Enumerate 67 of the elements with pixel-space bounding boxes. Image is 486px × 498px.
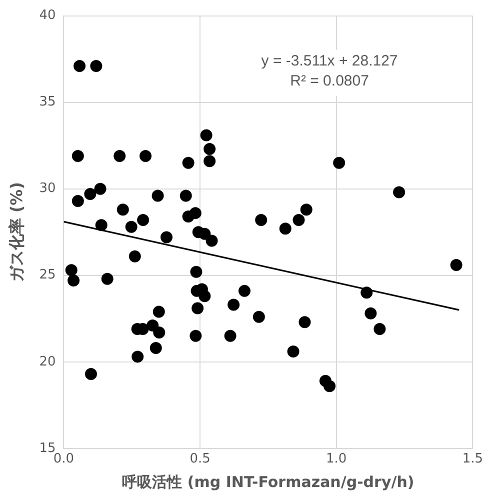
x-tick-label: 1.5 (462, 452, 484, 467)
point (95, 219, 108, 232)
point (116, 204, 129, 216)
point (287, 346, 300, 358)
point (137, 214, 150, 226)
point (132, 350, 144, 363)
point (252, 310, 265, 323)
point (65, 264, 78, 276)
point (292, 214, 305, 226)
point (324, 380, 336, 392)
point (72, 194, 84, 207)
point (238, 284, 250, 297)
point (224, 330, 236, 342)
point (374, 323, 386, 336)
point (152, 190, 164, 202)
point (114, 150, 126, 162)
point (204, 143, 216, 156)
point (146, 320, 159, 332)
point (228, 298, 240, 311)
point (84, 188, 96, 200)
point (204, 155, 216, 168)
y-tick-label: 40 (39, 8, 56, 24)
point (128, 250, 141, 262)
point (200, 129, 212, 142)
point (74, 60, 86, 72)
point (198, 290, 211, 302)
point (94, 182, 106, 195)
y-tick-label: 30 (39, 181, 56, 196)
x-tick-label: 0.5 (190, 452, 210, 467)
y-tick-label: 25 (39, 268, 56, 283)
point (160, 231, 173, 244)
point (364, 307, 377, 320)
point (192, 302, 204, 314)
annotation: R² = 0.0807 (290, 72, 369, 90)
x-tick-label: 0.0 (53, 452, 74, 467)
point (360, 286, 373, 299)
x-axis-title: 呼吸活性 (mg INT-Formazan/g-dry/h) (122, 472, 414, 491)
point (198, 228, 211, 240)
point (206, 234, 218, 247)
point (333, 156, 346, 169)
y-axis-title: ガス化率 (%) (6, 182, 26, 282)
point (140, 150, 152, 162)
y-tick-label: 20 (39, 354, 56, 370)
point (72, 150, 84, 162)
point (189, 207, 202, 220)
point (101, 272, 114, 285)
y-tick-label: 15 (39, 440, 56, 456)
point (450, 258, 462, 271)
point (150, 342, 162, 354)
y-tick-label: 35 (39, 94, 56, 110)
point (153, 326, 166, 338)
point (255, 214, 268, 226)
point (152, 306, 165, 318)
point (68, 274, 80, 287)
annotation: y = -3.511x + 28.127 (261, 52, 398, 70)
point (190, 266, 202, 278)
point (300, 204, 312, 216)
point (279, 222, 292, 235)
point (393, 186, 406, 198)
point (180, 190, 192, 202)
point (125, 220, 138, 233)
x-tick-label: 1.0 (326, 452, 347, 467)
point (85, 368, 98, 380)
point (190, 330, 202, 342)
point (182, 156, 194, 169)
point (298, 316, 311, 328)
point (90, 60, 102, 72)
